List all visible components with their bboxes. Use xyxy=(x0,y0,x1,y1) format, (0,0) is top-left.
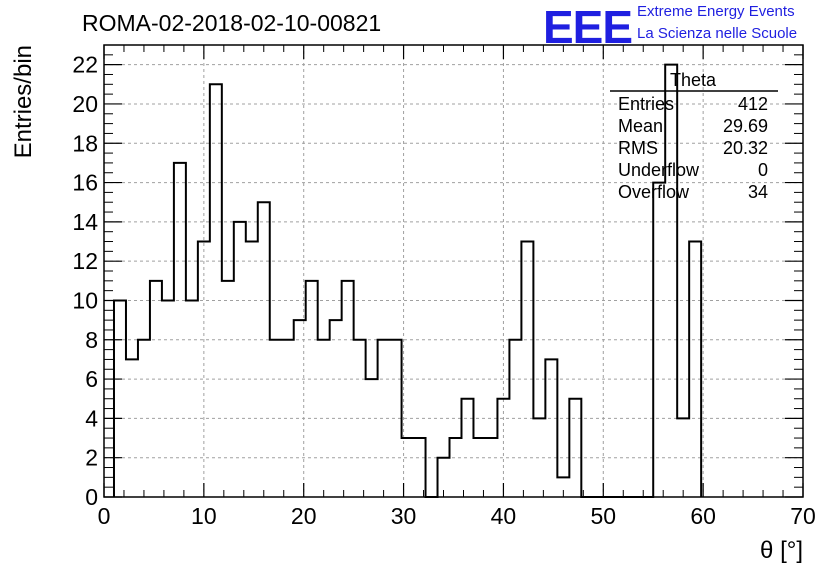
eee-logo: EEE xyxy=(543,1,633,53)
x-axis-label: θ [°] xyxy=(760,537,803,564)
x-tick-label: 60 xyxy=(690,503,716,529)
stats-label: Mean xyxy=(618,116,663,136)
stats-value: 412 xyxy=(738,94,768,114)
y-tick-label: 14 xyxy=(72,209,98,235)
y-tick-label: 0 xyxy=(85,484,98,510)
stats-box: Theta Entries 412 Mean 29.69 RMS 20.32 Underflo… xyxy=(610,70,778,202)
x-tick-label: 50 xyxy=(590,503,616,529)
x-tick-label: 70 xyxy=(790,503,816,529)
x-tick-label: 0 xyxy=(98,503,111,529)
stats-value: 20.32 xyxy=(723,138,768,158)
y-tick-label: 18 xyxy=(72,130,98,156)
stats-value: 29.69 xyxy=(723,116,768,136)
stats-label: RMS xyxy=(618,138,658,158)
histogram-line xyxy=(112,63,703,498)
y-tick-label: 12 xyxy=(72,248,98,274)
y-tick-label: 20 xyxy=(72,91,98,117)
plot-frame xyxy=(103,44,804,498)
tick-labels: 0 10 20 30 40 50 60 70 0 2 4 6 8 10 12 14 16 18 20 22 xyxy=(72,52,815,529)
y-tick-label: 10 xyxy=(72,287,98,313)
x-tick-label: 20 xyxy=(291,503,317,529)
stats-label: Entries xyxy=(618,94,674,114)
x-tick-label: 30 xyxy=(391,503,417,529)
stats-value: 34 xyxy=(748,182,768,202)
stats-value: 0 xyxy=(758,160,768,180)
stats-label: Underflow xyxy=(618,160,700,180)
x-tick-label: 10 xyxy=(191,503,217,529)
y-tick-label: 6 xyxy=(85,366,98,392)
y-tick-label: 16 xyxy=(72,170,98,196)
grid xyxy=(104,45,803,497)
stats-label: Overflow xyxy=(618,182,690,202)
y-tick-label: 22 xyxy=(72,52,98,78)
logo-subtitle-1: Extreme Energy Events xyxy=(637,3,795,20)
y-tick-label: 8 xyxy=(85,327,98,353)
x-tick-label: 40 xyxy=(491,503,517,529)
y-axis-label: Entries/bin xyxy=(10,45,37,158)
run-title: ROMA-02-2018-02-10-00821 xyxy=(82,10,382,36)
stats-title: Theta xyxy=(670,70,717,90)
logo-subtitle-2: La Scienza nelle Scuole xyxy=(637,25,798,42)
y-tick-label: 2 xyxy=(85,445,98,471)
y-tick-label: 4 xyxy=(85,405,98,431)
